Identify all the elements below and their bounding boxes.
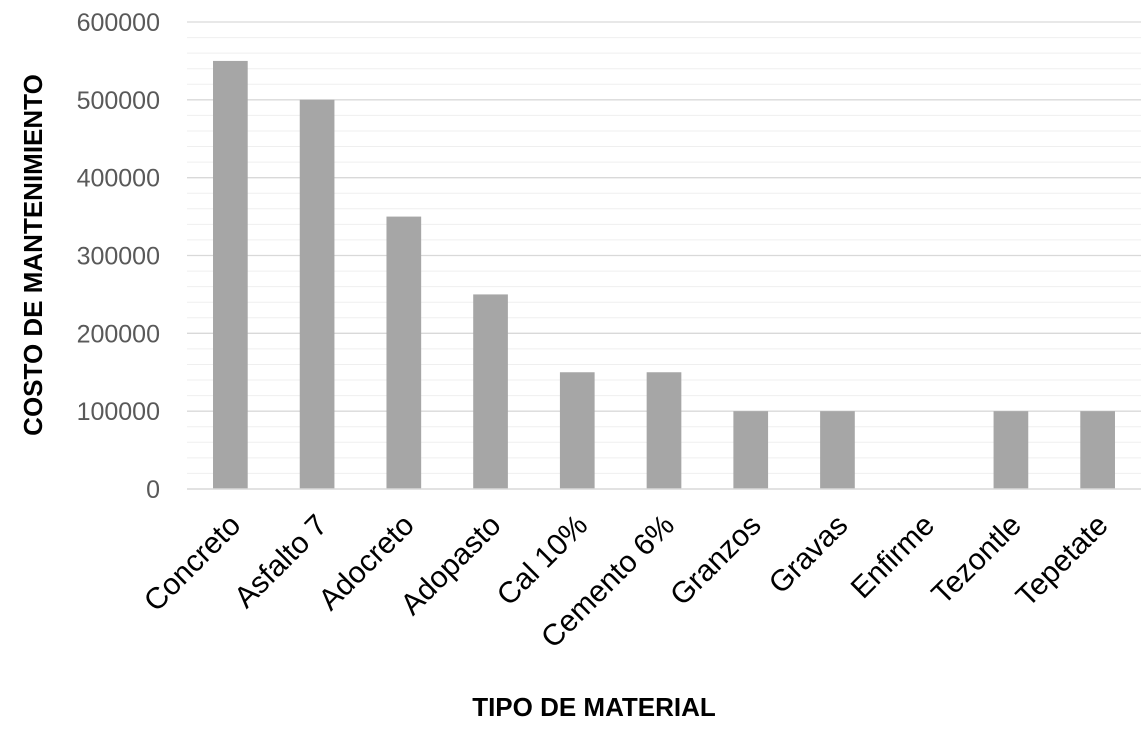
y-tick-label: 0 [146,476,160,504]
bar [1080,411,1115,489]
y-tick-label: 200000 [77,320,160,348]
bar [386,216,422,490]
y-tick-label: 600000 [77,9,160,37]
bar [646,372,682,489]
y-tick-label: 500000 [77,87,160,115]
y-tick-label: 400000 [77,165,160,193]
bars [213,60,1115,490]
y-axis-title: COSTO DE MANTENIMIENTO [18,74,48,436]
y-tick-label: 300000 [77,243,160,271]
bar [993,411,1029,489]
gridlines [187,21,1141,474]
bar [559,372,595,489]
y-tick-label: 100000 [77,398,160,426]
x-tick-label: Tezontle [926,509,1028,611]
bar [299,99,335,489]
x-tick-label: Tepetate [1010,509,1115,614]
x-tick-label: Granzos [664,509,768,613]
bar [473,294,508,489]
bar [820,411,855,489]
x-axis-title: TIPO DE MATERIAL [472,692,716,722]
bar [213,60,248,490]
bar [733,411,769,489]
x-tick-label: Gravas [763,509,855,601]
y-axis-ticks: 0 100000 200000 300000 400000 500000 600000 [77,9,160,504]
x-tick-label: Enfirme [845,509,941,605]
x-tick-label: Concreto [138,509,247,618]
